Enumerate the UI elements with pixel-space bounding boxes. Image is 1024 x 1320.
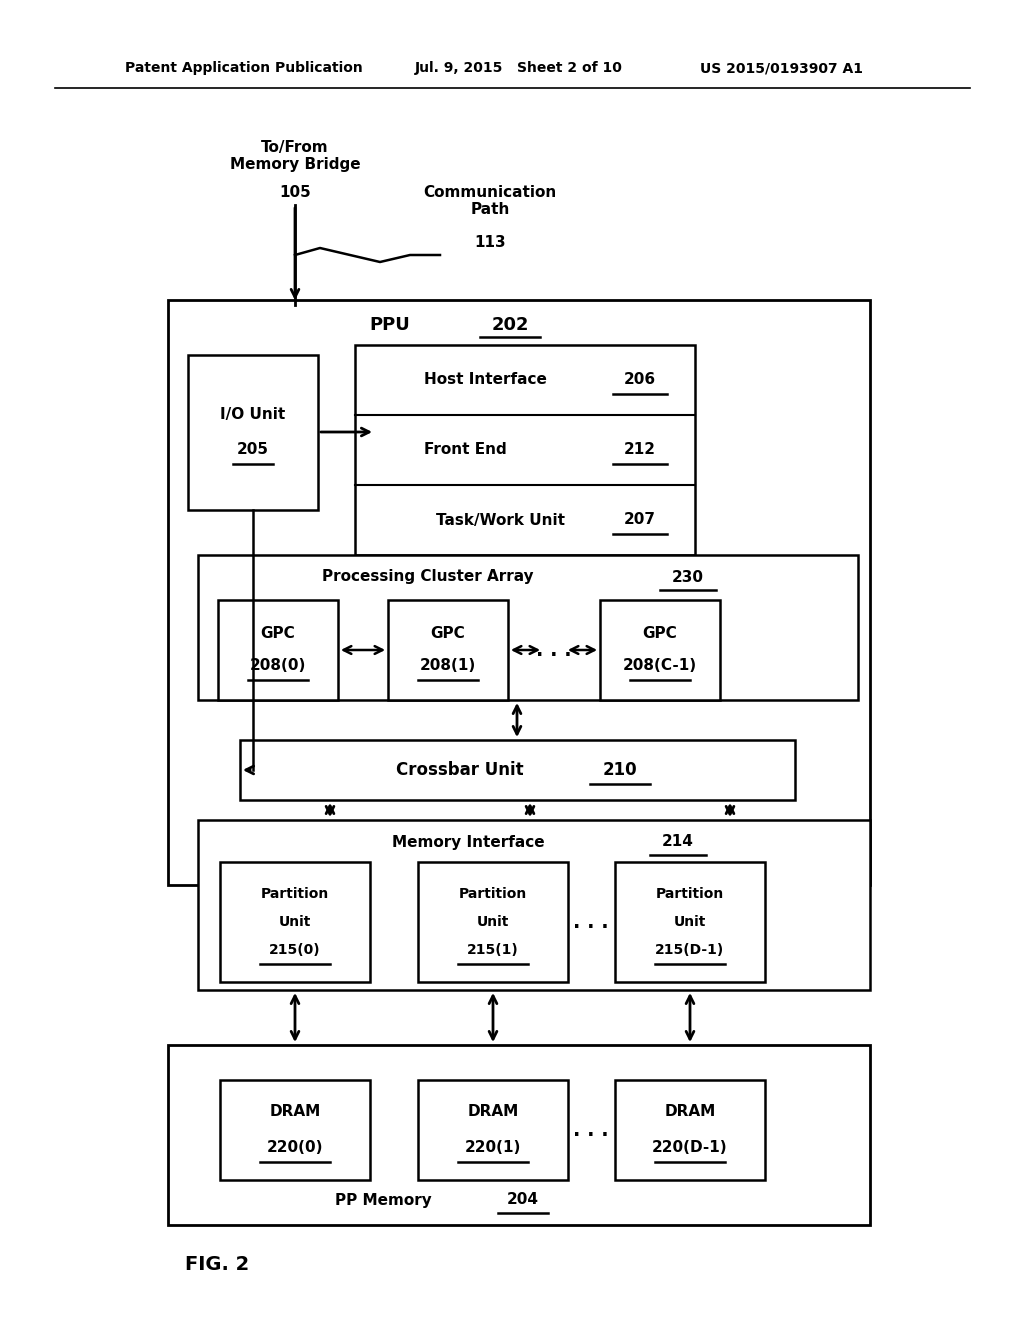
Text: Unit: Unit — [674, 915, 707, 929]
Text: Jul. 9, 2015   Sheet 2 of 10: Jul. 9, 2015 Sheet 2 of 10 — [415, 61, 623, 75]
Text: Front End: Front End — [424, 442, 507, 458]
Text: Memory Interface: Memory Interface — [392, 834, 545, 850]
Text: 220(1): 220(1) — [465, 1140, 521, 1155]
Text: . . .: . . . — [573, 912, 609, 932]
Text: GPC: GPC — [261, 627, 295, 642]
Text: GPC: GPC — [431, 627, 465, 642]
Text: DRAM: DRAM — [269, 1105, 321, 1119]
Text: PPU: PPU — [370, 315, 411, 334]
Text: 215(1): 215(1) — [467, 942, 519, 957]
Bar — [615, 862, 765, 982]
Bar — [388, 601, 508, 700]
Bar — [355, 345, 695, 554]
Bar — [168, 300, 870, 884]
Text: 214: 214 — [663, 834, 694, 850]
Bar — [600, 601, 720, 700]
Text: 208(C-1): 208(C-1) — [623, 659, 697, 673]
Text: 208(0): 208(0) — [250, 659, 306, 673]
Text: 204: 204 — [507, 1192, 539, 1208]
Bar — [198, 554, 858, 700]
Bar — [220, 1080, 370, 1180]
Text: I/O Unit: I/O Unit — [220, 407, 286, 421]
Bar — [418, 862, 568, 982]
Text: Unit: Unit — [279, 915, 311, 929]
Text: To/From
Memory Bridge: To/From Memory Bridge — [229, 140, 360, 173]
Bar — [615, 1080, 765, 1180]
Text: . . .: . . . — [573, 1121, 609, 1139]
Bar — [188, 355, 318, 510]
Bar — [418, 1080, 568, 1180]
Text: 230: 230 — [672, 569, 705, 585]
Text: 220(D-1): 220(D-1) — [652, 1140, 728, 1155]
Text: 205: 205 — [237, 442, 269, 458]
Text: 220(0): 220(0) — [266, 1140, 324, 1155]
Text: 206: 206 — [624, 372, 656, 388]
Bar — [240, 741, 795, 800]
Text: Communication
Path: Communication Path — [423, 185, 557, 218]
Text: Host Interface: Host Interface — [424, 372, 547, 388]
Text: 105: 105 — [280, 185, 311, 201]
Text: 212: 212 — [624, 442, 656, 458]
Text: Task/Work Unit: Task/Work Unit — [435, 512, 564, 528]
Bar — [218, 601, 338, 700]
Text: 113: 113 — [474, 235, 506, 249]
Text: 215(D-1): 215(D-1) — [655, 942, 725, 957]
Text: 210: 210 — [603, 762, 637, 779]
Text: 202: 202 — [492, 315, 528, 334]
Text: GPC: GPC — [643, 627, 677, 642]
Text: Partition: Partition — [261, 887, 329, 902]
Text: 215(0): 215(0) — [269, 942, 321, 957]
Text: . . .: . . . — [537, 640, 571, 660]
Text: FIG. 2: FIG. 2 — [185, 1255, 249, 1275]
Text: Partition: Partition — [656, 887, 724, 902]
Text: 208(1): 208(1) — [420, 659, 476, 673]
Bar — [220, 862, 370, 982]
Text: Crossbar Unit: Crossbar Unit — [396, 762, 524, 779]
Text: PP Memory: PP Memory — [335, 1192, 431, 1208]
Text: Unit: Unit — [477, 915, 509, 929]
Text: DRAM: DRAM — [665, 1105, 716, 1119]
Text: Processing Cluster Array: Processing Cluster Array — [323, 569, 534, 585]
Text: US 2015/0193907 A1: US 2015/0193907 A1 — [700, 61, 863, 75]
Bar — [168, 1045, 870, 1225]
Text: Patent Application Publication: Patent Application Publication — [125, 61, 362, 75]
Text: 207: 207 — [624, 512, 656, 528]
Text: DRAM: DRAM — [467, 1105, 518, 1119]
Text: Partition: Partition — [459, 887, 527, 902]
Bar — [198, 820, 870, 990]
